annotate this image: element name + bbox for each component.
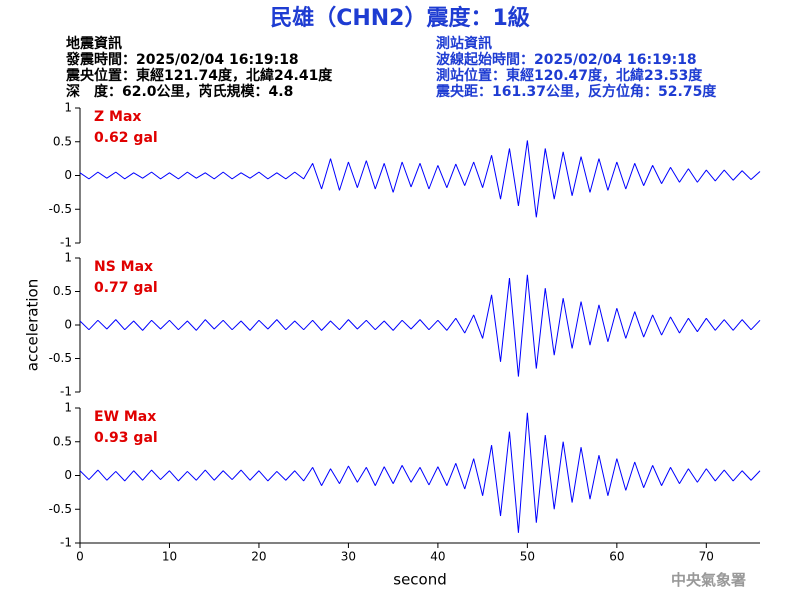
x-tick-label: 0 xyxy=(76,550,84,564)
panel-label: EW Max xyxy=(94,409,156,425)
y-tick-label: -1 xyxy=(60,236,72,250)
info-line: 震央距：161.37公里，反方位角：52.75度 xyxy=(435,83,717,100)
y-tick-label: -0.5 xyxy=(49,202,72,216)
waveform xyxy=(79,140,761,218)
info-line: 發震時間：2025/02/04 16:19:18 xyxy=(65,51,299,68)
x-tick-label: 60 xyxy=(609,550,624,564)
x-tick-label: 10 xyxy=(162,550,177,564)
max-label: 0.77 gal xyxy=(94,280,158,296)
info-line: 測站位置：東經120.47度，北緯23.53度 xyxy=(436,67,703,84)
y-tick-label: -1 xyxy=(60,385,72,399)
x-axis-label: second xyxy=(393,571,447,589)
info-line: 震央位置：東經121.74度，北緯24.41度 xyxy=(65,67,333,84)
y-tick-label: -0.5 xyxy=(49,351,72,365)
waveform xyxy=(79,412,761,533)
x-tick-label: 40 xyxy=(430,550,445,564)
y-tick-label: 0 xyxy=(64,168,72,182)
y-tick-label: -1 xyxy=(60,536,72,550)
panel-label: NS Max xyxy=(94,259,153,275)
x-tick-label: 50 xyxy=(520,550,535,564)
x-tick-label: 30 xyxy=(341,550,356,564)
panel-label: Z Max xyxy=(94,109,141,125)
waveform xyxy=(79,274,761,377)
chart-title: 民雄（CHN2）震度：1級 xyxy=(270,5,530,31)
y-tick-label: 0 xyxy=(64,318,72,332)
y-tick-label: -0.5 xyxy=(49,502,72,516)
max-label: 0.62 gal xyxy=(94,130,158,146)
info-line: 測站資訊 xyxy=(436,35,492,52)
max-label: 0.93 gal xyxy=(94,430,158,446)
footer: 中央氣象署 xyxy=(671,571,746,589)
y-tick-label: 1 xyxy=(64,251,72,265)
x-tick-label: 20 xyxy=(251,550,266,564)
y-tick-label: 0.5 xyxy=(53,434,72,448)
info-line: 波線起始時間：2025/02/04 16:19:18 xyxy=(436,51,697,68)
x-tick-label: 70 xyxy=(699,550,714,564)
y-axis-label: acceleration xyxy=(24,279,42,371)
info-line: 深 度：62.0公里，芮氏規模：4.8 xyxy=(66,83,293,100)
y-tick-label: 1 xyxy=(64,101,72,115)
y-tick-label: 1 xyxy=(64,401,72,415)
y-tick-label: 0.5 xyxy=(53,284,72,298)
info-line: 地震資訊 xyxy=(66,35,122,52)
y-tick-label: 0.5 xyxy=(53,134,72,148)
y-tick-label: 0 xyxy=(64,468,72,482)
